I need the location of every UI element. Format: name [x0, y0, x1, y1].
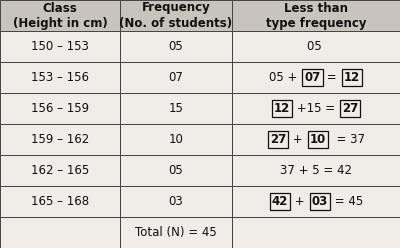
Text: 10: 10 [168, 133, 184, 146]
Bar [120, 0, 232, 31]
Bar [232, 155, 400, 186]
Bar [232, 93, 400, 124]
Bar [0, 93, 120, 124]
Bar [232, 62, 400, 93]
Text: 03: 03 [312, 195, 328, 208]
Bar [0, 155, 120, 186]
Text: 153 – 156: 153 – 156 [31, 71, 89, 84]
Text: Class
(Height in cm): Class (Height in cm) [13, 1, 107, 30]
Text: 162 – 165: 162 – 165 [31, 164, 89, 177]
Text: +15 =: +15 = [293, 102, 339, 115]
Bar [120, 124, 232, 155]
Text: 05 +: 05 + [269, 71, 301, 84]
Bar [0, 186, 120, 217]
Text: 156 – 159: 156 – 159 [31, 102, 89, 115]
Bar [0, 62, 120, 93]
Bar [0, 217, 120, 248]
Text: 10: 10 [310, 133, 326, 146]
Bar [120, 31, 232, 62]
Text: Less than
type frequency: Less than type frequency [266, 1, 366, 30]
Text: 12: 12 [274, 102, 290, 115]
Text: 150 – 153: 150 – 153 [31, 40, 89, 53]
Text: 37 + 5 = 42: 37 + 5 = 42 [280, 164, 352, 177]
Text: +: + [289, 133, 307, 146]
Text: 07: 07 [304, 71, 320, 84]
Bar [120, 93, 232, 124]
Bar [232, 0, 400, 31]
Text: 15: 15 [168, 102, 184, 115]
Bar [0, 0, 120, 31]
Text: 05: 05 [169, 40, 183, 53]
Bar [120, 155, 232, 186]
Bar [120, 62, 232, 93]
Bar [0, 124, 120, 155]
Bar [120, 186, 232, 217]
Text: 165 – 168: 165 – 168 [31, 195, 89, 208]
Text: = 37: = 37 [329, 133, 365, 146]
Bar [232, 186, 400, 217]
Text: 03: 03 [169, 195, 183, 208]
Bar [0, 31, 120, 62]
Text: 12: 12 [344, 71, 360, 84]
Text: 42: 42 [272, 195, 288, 208]
Text: 27: 27 [270, 133, 286, 146]
Text: +: + [291, 195, 309, 208]
Text: =: = [323, 71, 341, 84]
Text: = 45: = 45 [331, 195, 363, 208]
Bar [232, 217, 400, 248]
Text: 05: 05 [307, 40, 325, 53]
Text: 27: 27 [342, 102, 358, 115]
Text: 07: 07 [168, 71, 184, 84]
Text: 05: 05 [169, 164, 183, 177]
Bar [232, 124, 400, 155]
Text: Total (N) = 45: Total (N) = 45 [135, 226, 217, 239]
Text: Frequency
(No. of students): Frequency (No. of students) [120, 1, 232, 30]
Bar [232, 31, 400, 62]
Bar [120, 217, 232, 248]
Text: 159 – 162: 159 – 162 [31, 133, 89, 146]
